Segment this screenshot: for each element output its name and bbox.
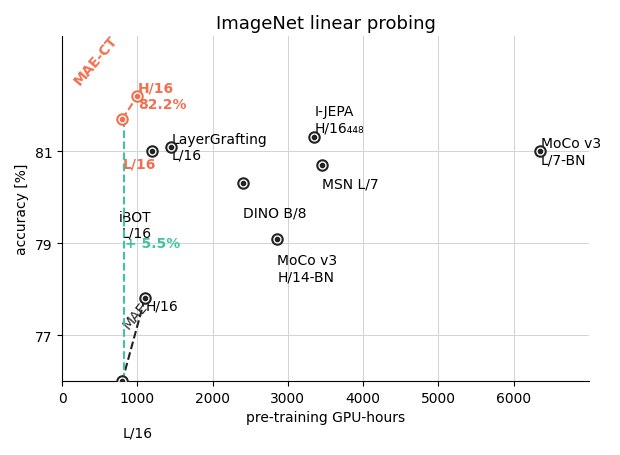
Text: L/16: L/16 <box>123 157 156 171</box>
Text: LayerGrafting
L/16: LayerGrafting L/16 <box>172 132 267 162</box>
Text: L/16: L/16 <box>123 425 153 439</box>
Text: iBOT
L/16: iBOT L/16 <box>119 210 152 240</box>
Title: ImageNet linear probing: ImageNet linear probing <box>216 15 435 33</box>
Y-axis label: accuracy [%]: accuracy [%] <box>15 164 29 255</box>
Text: DINO B/8: DINO B/8 <box>243 207 307 220</box>
Text: MAE: MAE <box>120 298 150 331</box>
Text: I-JEPA
H/16₄₄₈: I-JEPA H/16₄₄₈ <box>315 105 365 135</box>
Text: + 5.5%: + 5.5% <box>125 237 180 251</box>
Text: H/16: H/16 <box>145 298 178 313</box>
Text: H/16
82.2%: H/16 82.2% <box>138 82 187 112</box>
Text: MSN L/7: MSN L/7 <box>322 177 379 191</box>
Text: MAE-CT: MAE-CT <box>72 33 121 88</box>
Text: MoCo v3
H/14-BN: MoCo v3 H/14-BN <box>277 253 337 283</box>
X-axis label: pre-training GPU-hours: pre-training GPU-hours <box>246 410 405 425</box>
Text: MoCo v3
L/7-BN: MoCo v3 L/7-BN <box>541 137 601 167</box>
